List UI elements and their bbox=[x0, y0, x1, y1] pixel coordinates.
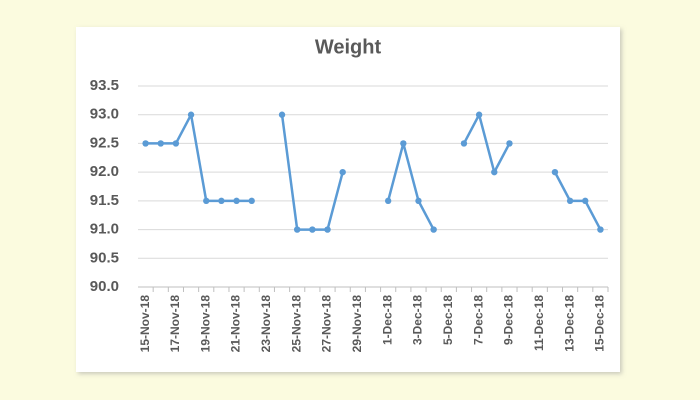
point bbox=[248, 197, 255, 205]
point bbox=[233, 197, 240, 205]
point bbox=[157, 140, 164, 147]
point bbox=[324, 226, 331, 233]
x-tick-label: 21-Nov-18 bbox=[229, 295, 243, 353]
point bbox=[475, 111, 483, 118]
x-tick-label: 11-Dec-18 bbox=[532, 295, 546, 351]
point bbox=[582, 197, 589, 205]
point bbox=[506, 140, 513, 147]
point bbox=[566, 197, 574, 205]
x-tick-label: 7-Dec-18 bbox=[471, 295, 485, 345]
y-tick-label: 90.0 bbox=[90, 278, 119, 295]
point bbox=[309, 226, 316, 233]
point bbox=[491, 168, 498, 176]
y-tick-label: 91.0 bbox=[90, 221, 119, 238]
x-tick-label: 19-Nov-18 bbox=[198, 295, 212, 353]
point bbox=[400, 140, 407, 147]
chart-area bbox=[76, 27, 620, 372]
x-tick-label: 25-Nov-18 bbox=[289, 295, 303, 353]
x-tick-label: 1-Dec-18 bbox=[380, 295, 394, 345]
chart-title: Weight bbox=[315, 36, 382, 58]
x-tick-label: 27-Nov-18 bbox=[320, 295, 334, 353]
x-tick-label: 29-Nov-18 bbox=[350, 295, 364, 353]
point bbox=[597, 226, 604, 233]
point bbox=[430, 226, 437, 233]
x-tick-label: 3-Dec-18 bbox=[411, 295, 425, 345]
point bbox=[551, 168, 559, 176]
x-tick-label: 13-Dec-18 bbox=[562, 295, 576, 352]
y-tick-label: 93.5 bbox=[90, 77, 119, 94]
point bbox=[278, 111, 286, 118]
point bbox=[203, 197, 210, 205]
point bbox=[293, 226, 301, 233]
y-tick-label: 91.5 bbox=[90, 192, 119, 209]
point bbox=[218, 197, 225, 205]
point bbox=[384, 197, 392, 205]
x-tick-label: 17-Nov-18 bbox=[168, 295, 182, 353]
point bbox=[187, 111, 195, 118]
point bbox=[460, 140, 468, 147]
x-tick-label: 15-Dec-18 bbox=[593, 295, 607, 352]
x-tick-label: 23-Nov-18 bbox=[259, 295, 273, 353]
y-tick-label: 93.0 bbox=[90, 106, 119, 123]
point bbox=[172, 140, 180, 147]
point bbox=[142, 140, 149, 147]
point bbox=[415, 197, 422, 205]
y-tick-label: 92.0 bbox=[90, 163, 119, 180]
x-tick-label: 15-Nov-18 bbox=[138, 295, 152, 353]
y-tick-label: 92.5 bbox=[90, 134, 119, 151]
x-tick-label: 9-Dec-18 bbox=[502, 295, 516, 345]
point bbox=[339, 168, 346, 176]
x-tick-label: 5-Dec-18 bbox=[441, 295, 455, 345]
y-tick-label: 90.5 bbox=[90, 249, 119, 266]
